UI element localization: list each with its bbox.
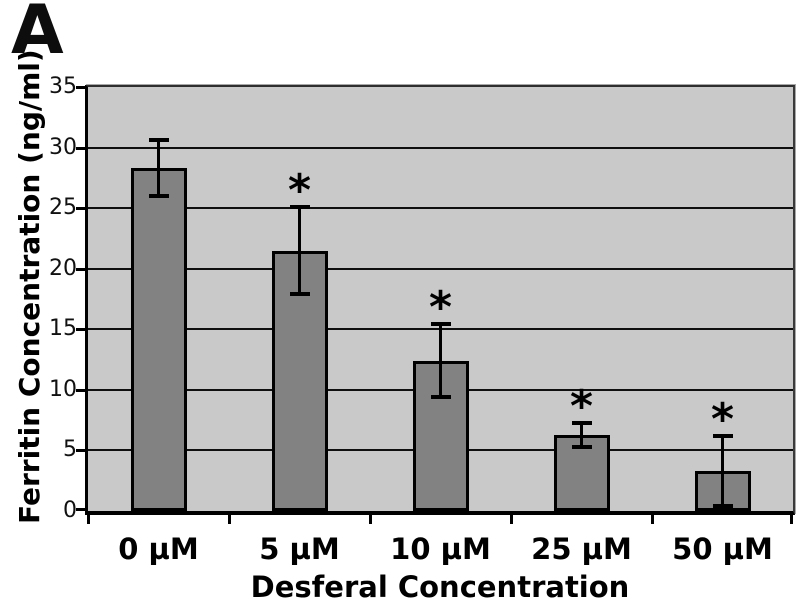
error-bar-cap-bottom (571, 444, 592, 449)
gridline-25 (88, 207, 793, 210)
error-bar-line (157, 140, 160, 197)
x-tick-mark-1 (228, 515, 231, 524)
bar-0 µM (130, 168, 187, 511)
x-tick-mark-2 (369, 515, 372, 524)
error-bar-cap-top (148, 138, 169, 143)
x-tick-label-0: 0 µM (118, 532, 199, 566)
gridline-20 (88, 267, 793, 270)
x-tick-mark-4 (651, 515, 654, 524)
x-tick-mark-0 (87, 515, 90, 524)
error-bar-cap-top (571, 420, 592, 425)
x-tick-mark-5 (790, 515, 793, 524)
panel-letter-label: A (11, 0, 64, 70)
error-bar-line (721, 435, 724, 507)
y-tick-label-5: 5 (63, 437, 77, 463)
y-tick-label-30: 30 (49, 134, 77, 160)
y-tick-mark-30 (76, 146, 85, 150)
significance-asterisk: * (287, 164, 311, 216)
error-bar-cap-top (289, 204, 310, 209)
gridline-30 (88, 146, 793, 149)
y-tick-mark-5 (76, 449, 85, 453)
x-tick-label-1: 5 µM (259, 532, 340, 566)
error-bar-line (439, 324, 442, 398)
y-tick-label-25: 25 (49, 195, 77, 221)
x-tick-mark-3 (510, 515, 513, 524)
error-bar-cap-top (712, 433, 733, 438)
significance-asterisk: * (428, 282, 452, 334)
error-bar-cap-bottom (289, 292, 310, 297)
x-tick-label-4: 50 µM (672, 532, 773, 566)
y-tick-label-10: 10 (49, 376, 77, 402)
y-tick-mark-20 (76, 267, 85, 271)
x-tick-label-3: 25 µM (531, 532, 632, 566)
error-bar-cap-top (430, 322, 451, 327)
plot-area: * * * * (76, 85, 795, 524)
significance-asterisk: * (710, 393, 734, 445)
error-bar-line (298, 206, 301, 295)
y-tick-label-0: 0 (63, 498, 77, 523)
significance-asterisk: * (569, 380, 593, 432)
error-bar-cap-bottom (712, 504, 733, 509)
error-bar-cap-bottom (148, 194, 169, 199)
y-tick-mark-25 (76, 207, 85, 211)
y-axis-tick-labels: 0 5 10 15 20 25 30 35 (0, 75, 77, 523)
x-axis-title: Desferal Concentration (250, 570, 630, 604)
y-tick-mark-35 (76, 86, 85, 89)
x-axis-tick-labels: 0 µM 5 µM 10 µM 25 µM 50 µM (88, 533, 793, 567)
error-bar-line (580, 422, 583, 447)
y-tick-mark-0 (76, 508, 85, 511)
y-tick-mark-15 (76, 328, 85, 332)
x-tick-label-2: 10 µM (390, 532, 491, 566)
y-tick-label-20: 20 (49, 255, 77, 281)
y-tick-mark-10 (76, 388, 85, 392)
error-bar-cap-bottom (430, 395, 451, 400)
y-tick-label-35: 35 (49, 74, 77, 99)
y-tick-label-15: 15 (49, 316, 77, 342)
